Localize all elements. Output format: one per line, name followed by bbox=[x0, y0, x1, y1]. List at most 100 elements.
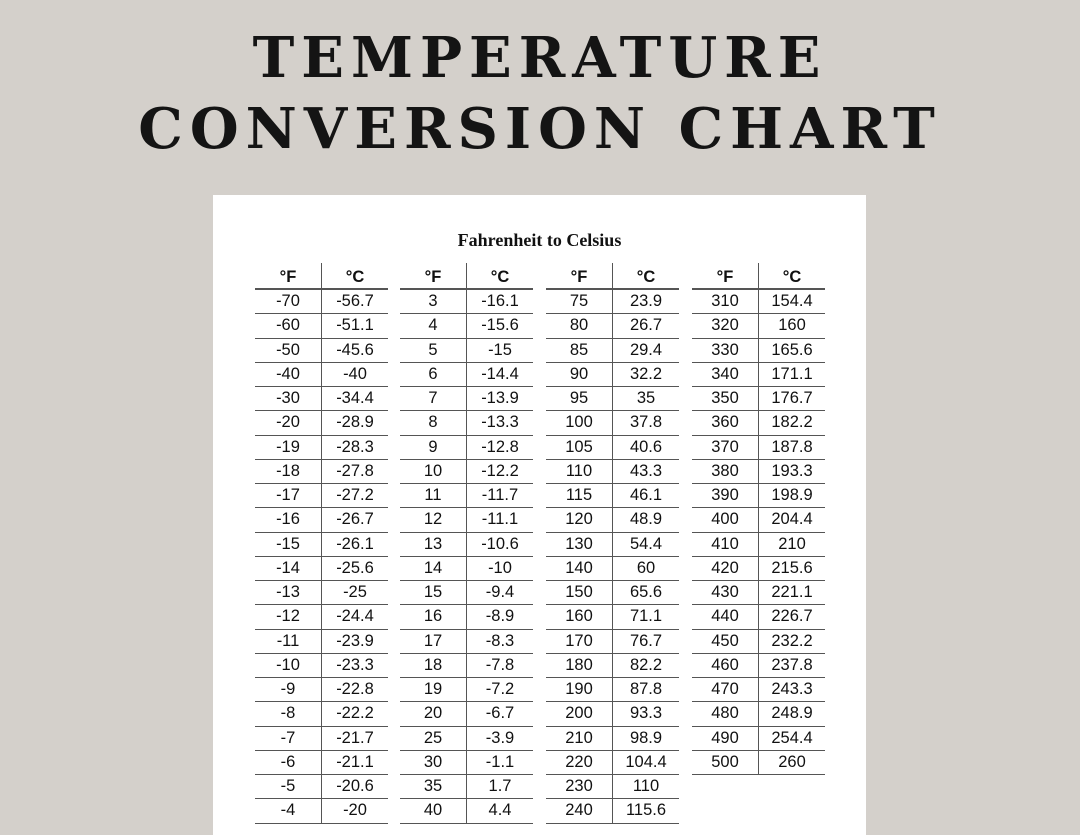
celsius-value: 37.8 bbox=[629, 413, 663, 432]
fahrenheit-value: 13 bbox=[400, 532, 467, 556]
table-row: -30 -34.4 bbox=[255, 387, 388, 412]
table-row: 480 248.9 bbox=[692, 702, 825, 727]
celsius-value: 198.9 bbox=[771, 486, 813, 504]
table-row: 390 198.9 bbox=[692, 484, 825, 509]
fahrenheit-value: 380 bbox=[692, 459, 759, 483]
conversion-sheet: Fahrenheit to Celsius °F °C -70 -56.7 -60 -51… bbox=[213, 195, 866, 835]
celsius-value: -11.7 bbox=[481, 486, 519, 504]
table-row: -12 -24.4 bbox=[255, 605, 388, 630]
fahrenheit-value: -70 bbox=[255, 290, 322, 314]
celsius-value: -7.2 bbox=[485, 680, 515, 698]
fahrenheit-value: 400 bbox=[692, 508, 759, 532]
celsius-value: -20.6 bbox=[336, 777, 374, 795]
fahrenheit-value: 320 bbox=[692, 314, 759, 338]
table-row: 13 -10.6 bbox=[400, 532, 533, 557]
celsius-value: -10 bbox=[488, 558, 512, 577]
celsius-value: -11.1 bbox=[481, 510, 519, 529]
fahrenheit-value: 180 bbox=[546, 653, 613, 677]
table-row: 170 76.7 bbox=[546, 629, 679, 654]
table-row: 190 87.8 bbox=[546, 678, 679, 703]
table-row: 85 29.4 bbox=[546, 338, 679, 363]
table-row: 440 226.7 bbox=[692, 605, 825, 630]
celsius-value: -22.2 bbox=[336, 704, 374, 723]
celsius-value: 187.8 bbox=[771, 437, 813, 456]
celsius-value: 76.7 bbox=[629, 631, 663, 650]
celsius-value: 1.7 bbox=[488, 777, 512, 795]
fahrenheit-value: 120 bbox=[546, 508, 613, 532]
table-header: °F °C bbox=[692, 263, 825, 290]
fahrenheit-value: 200 bbox=[546, 702, 613, 726]
celsius-value: 204.4 bbox=[771, 510, 813, 529]
celsius-value: -22.8 bbox=[336, 680, 374, 698]
table-row: -60 -51.1 bbox=[255, 314, 388, 339]
fahrenheit-value: 420 bbox=[692, 556, 759, 580]
table-row: 7 -13.9 bbox=[400, 387, 533, 412]
fahrenheit-value: 470 bbox=[692, 678, 759, 702]
celsius-value: -45.6 bbox=[336, 340, 374, 359]
table-row: 490 254.4 bbox=[692, 726, 825, 751]
celsius-value: 210 bbox=[778, 534, 806, 553]
fahrenheit-header: °F bbox=[255, 263, 322, 288]
fahrenheit-value: 110 bbox=[546, 459, 613, 483]
fahrenheit-value: 75 bbox=[546, 290, 613, 314]
table-row: 500 260 bbox=[692, 750, 825, 775]
table-row: 3 -16.1 bbox=[400, 290, 533, 315]
fahrenheit-value: 115 bbox=[546, 484, 613, 508]
celsius-value: 32.2 bbox=[629, 364, 663, 383]
celsius-value: 4.4 bbox=[488, 801, 512, 820]
celsius-value: 237.8 bbox=[771, 655, 813, 674]
celsius-value: 48.9 bbox=[629, 510, 663, 529]
celsius-value: -51.1 bbox=[336, 316, 374, 335]
table-row: 17 -8.3 bbox=[400, 629, 533, 654]
page-title-line-2: CONVERSION CHART bbox=[138, 96, 942, 162]
celsius-value: 171.1 bbox=[771, 364, 813, 383]
table-row: 105 40.6 bbox=[546, 435, 679, 460]
fahrenheit-value: -20 bbox=[255, 411, 322, 435]
table-row: -15 -26.1 bbox=[255, 532, 388, 557]
fahrenheit-value: 7 bbox=[400, 387, 467, 411]
table-row: 75 23.9 bbox=[546, 290, 679, 315]
table-row: 340 171.1 bbox=[692, 362, 825, 387]
table-row: 25 -3.9 bbox=[400, 726, 533, 751]
table-row: 4 -15.6 bbox=[400, 314, 533, 339]
celsius-value: 60 bbox=[636, 558, 656, 577]
celsius-value: -25 bbox=[343, 583, 367, 601]
celsius-value: 110 bbox=[632, 777, 660, 795]
celsius-value: -27.8 bbox=[336, 461, 374, 480]
celsius-value: 93.3 bbox=[629, 704, 663, 723]
fahrenheit-value: 340 bbox=[692, 362, 759, 386]
celsius-value: -7.8 bbox=[485, 655, 515, 674]
fahrenheit-header: °F bbox=[692, 263, 759, 288]
fahrenheit-value: 500 bbox=[692, 750, 759, 774]
celsius-value: 232.2 bbox=[771, 631, 813, 650]
fahrenheit-value: 90 bbox=[546, 362, 613, 386]
fahrenheit-value: 105 bbox=[546, 435, 613, 459]
table-row: 9 -12.8 bbox=[400, 435, 533, 460]
fahrenheit-value: 490 bbox=[692, 726, 759, 750]
fahrenheit-value: 350 bbox=[692, 387, 759, 411]
celsius-value: -56.7 bbox=[336, 292, 374, 310]
celsius-value: 243.3 bbox=[771, 680, 813, 698]
celsius-value: 154.4 bbox=[771, 292, 813, 310]
celsius-value: -23.9 bbox=[336, 631, 374, 650]
table-row: 120 48.9 bbox=[546, 508, 679, 533]
table-row: 110 43.3 bbox=[546, 459, 679, 484]
fahrenheit-value: 330 bbox=[692, 338, 759, 362]
table-row: 460 237.8 bbox=[692, 653, 825, 678]
celsius-value: 43.3 bbox=[629, 461, 663, 480]
table-row: -8 -22.2 bbox=[255, 702, 388, 727]
table-row: -6 -21.1 bbox=[255, 750, 388, 775]
fahrenheit-value: 30 bbox=[400, 750, 467, 774]
fahrenheit-value: 12 bbox=[400, 508, 467, 532]
fahrenheit-value: 170 bbox=[546, 629, 613, 653]
table-header: °F °C bbox=[400, 263, 533, 290]
conversion-table-1: °F °C -70 -56.7 -60 -51.1 -50 -45.6 -40 -40 -30 -34… bbox=[255, 263, 388, 824]
table-row: 330 165.6 bbox=[692, 338, 825, 363]
table-row: -11 -23.9 bbox=[255, 629, 388, 654]
celsius-header: °C bbox=[636, 268, 656, 286]
fahrenheit-value: 16 bbox=[400, 605, 467, 629]
table-row: 200 93.3 bbox=[546, 702, 679, 727]
fahrenheit-value: 80 bbox=[546, 314, 613, 338]
celsius-value: 82.2 bbox=[629, 655, 663, 674]
celsius-value: 115.6 bbox=[625, 801, 667, 820]
